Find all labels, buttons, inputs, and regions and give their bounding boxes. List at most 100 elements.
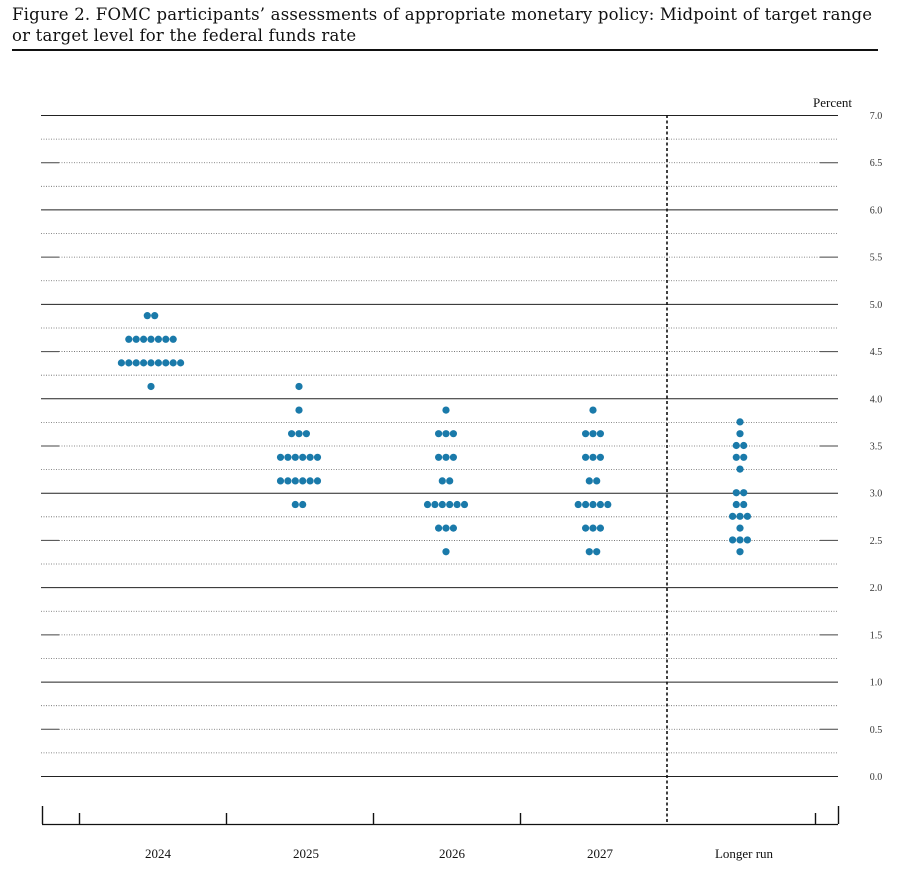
dot-point — [585, 477, 593, 485]
dot-point — [449, 430, 457, 438]
dot-point — [147, 335, 155, 343]
dot-point — [306, 453, 314, 461]
dot-point — [140, 359, 148, 367]
x-tick-label: 2025 — [293, 846, 319, 861]
dot-point — [132, 359, 140, 367]
dot-point — [732, 441, 740, 450]
dot-point — [291, 477, 299, 485]
dot-point — [302, 430, 310, 438]
dot-point — [732, 489, 740, 497]
dot-point — [423, 500, 432, 509]
dot-point — [306, 477, 314, 485]
dot-point — [449, 524, 457, 532]
dot-point — [291, 500, 299, 509]
dot-point — [442, 406, 450, 414]
dot-point — [732, 453, 740, 461]
dot-point — [435, 453, 443, 461]
dot-point — [435, 524, 443, 532]
dot-point — [593, 477, 601, 485]
dot-point — [736, 418, 744, 426]
dot-point — [593, 548, 601, 556]
dot-point — [582, 453, 590, 461]
dot-point — [740, 441, 748, 450]
dot-point — [729, 536, 737, 544]
y-tick-label: 5.5 — [870, 253, 883, 264]
dot-point — [147, 359, 155, 367]
dot-point — [140, 335, 148, 343]
dot-point — [147, 382, 155, 391]
y-tick-label: 3.5 — [870, 442, 883, 453]
dot-point — [442, 430, 450, 438]
y-axis: 7.0 6.5 6.0 5.5 5.0 4.5 4.0 3.5 3.0 2.5 2.0 1.5 1.0 0… — [870, 111, 883, 783]
dots-layer — [117, 312, 752, 556]
dot-point — [736, 465, 744, 473]
dot-point — [732, 500, 740, 509]
x-axis: 2024 2025 2026 2027 Longer run — [41, 115, 840, 861]
dot-point — [151, 312, 159, 320]
dot-point — [442, 524, 450, 532]
dot-point — [729, 512, 737, 520]
dot-point — [295, 430, 303, 438]
dot-point — [582, 524, 590, 532]
dot-point — [299, 477, 307, 485]
y-tick-label: 5.0 — [870, 300, 883, 311]
dot-point — [589, 406, 597, 414]
x-tick-label: 2024 — [145, 846, 172, 861]
title-rule — [12, 49, 878, 51]
x-tick-label: 2026 — [439, 846, 466, 861]
y-tick-label: 2.0 — [870, 583, 883, 594]
dot-point — [446, 500, 454, 509]
dot-point — [589, 453, 597, 461]
dot-point — [143, 312, 151, 320]
dot-point — [313, 477, 322, 485]
dot-point — [291, 453, 299, 461]
dot-point — [736, 524, 744, 532]
dot-point — [438, 500, 446, 509]
dot-point — [740, 489, 748, 497]
y-tick-label: 4.5 — [870, 347, 883, 358]
dot-point — [585, 548, 593, 556]
y-tick-label: 0.5 — [870, 725, 883, 736]
dot-point — [442, 548, 450, 556]
dot-point — [295, 382, 303, 391]
x-tick-label: 2027 — [587, 846, 614, 861]
dot-point — [589, 500, 597, 509]
dot-point — [736, 536, 744, 544]
dot-point — [596, 430, 605, 438]
dot-point — [736, 512, 744, 520]
dot-point — [604, 500, 612, 509]
dot-point — [596, 524, 605, 532]
dot-point — [162, 359, 170, 367]
dot-point — [589, 524, 597, 532]
y-tick-label: 0.0 — [870, 772, 883, 783]
dot-point — [582, 500, 590, 509]
y-tick-label: 6.5 — [870, 158, 883, 169]
dot-point — [446, 477, 454, 485]
dot-point — [736, 430, 744, 438]
dot-point — [582, 430, 590, 438]
dot-point — [132, 335, 140, 343]
dot-point — [288, 430, 296, 438]
dot-point — [431, 500, 439, 509]
dot-point — [284, 453, 292, 461]
dot-point — [162, 335, 170, 343]
dot-point — [169, 359, 177, 367]
y-tick-label: 2.5 — [870, 536, 883, 547]
dot-point — [295, 406, 303, 414]
dot-point — [460, 500, 469, 509]
x-tick-label: Longer run — [715, 846, 774, 861]
dot-point — [276, 477, 285, 485]
dot-point — [574, 500, 582, 509]
dot-point — [177, 359, 185, 367]
dot-point — [743, 536, 752, 544]
dot-point — [154, 335, 162, 343]
y-tick-label: 3.0 — [870, 489, 883, 500]
grid-lines — [41, 115, 838, 777]
dot-point — [313, 453, 322, 461]
dot-point — [276, 453, 285, 461]
dot-point — [442, 453, 450, 461]
dot-point — [154, 359, 162, 367]
dot-point — [284, 477, 292, 485]
dot-point — [453, 500, 461, 509]
